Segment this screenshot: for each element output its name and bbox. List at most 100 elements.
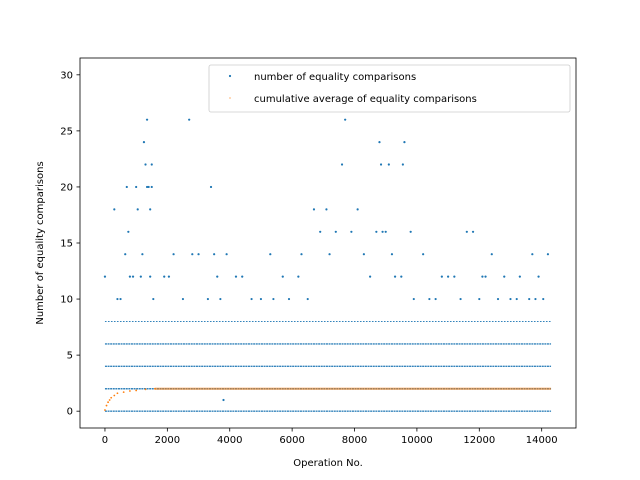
series-1-point (387, 163, 390, 166)
series-1-point (219, 297, 222, 301)
series-1-point (136, 208, 139, 211)
series-1-point (312, 208, 316, 211)
series-1-point (484, 275, 487, 278)
x-axis-label: Operation No. (293, 458, 363, 469)
series-1-point (150, 163, 153, 166)
series-1-point (139, 275, 142, 278)
series-1-point (150, 185, 153, 189)
series-1-point (459, 297, 462, 301)
y-tick-label: 5 (67, 351, 73, 362)
series-1-point (131, 275, 135, 278)
series-1-point (300, 253, 303, 256)
series-1-point (403, 140, 406, 144)
series-1-point (393, 275, 397, 278)
series-1-point (142, 140, 146, 144)
series-1-point (181, 297, 185, 301)
series-1-point (152, 297, 155, 301)
series-1-point (145, 185, 149, 189)
series-1-point (225, 253, 228, 256)
series-1-point (328, 253, 331, 256)
x-tick-label: 8000 (342, 435, 367, 446)
legend-box (208, 64, 571, 113)
series-1-point (434, 297, 437, 301)
series-2-point (108, 399, 111, 401)
series-1-point (379, 163, 383, 166)
series-1-point (412, 297, 415, 301)
series-1-point (259, 297, 263, 301)
series-1-point (409, 230, 412, 233)
x-tick-label: 12000 (463, 435, 495, 446)
series-1-point (128, 275, 132, 278)
legend-marker-series-1 (228, 74, 232, 78)
series-1-point (428, 297, 431, 301)
y-tick-label: 20 (60, 182, 73, 193)
series-1-point (147, 185, 150, 189)
series-2-point (110, 396, 113, 399)
legend-label-series-2: cumulative average of equality compariso… (254, 94, 477, 105)
series-1-point (167, 275, 171, 278)
series-1-point (481, 275, 484, 278)
series-2-point (122, 391, 125, 394)
series-layer (103, 118, 552, 412)
series-1-point (400, 275, 403, 278)
series-1-point (471, 230, 475, 233)
series-1-point (528, 297, 531, 301)
y-tick-label: 25 (60, 126, 73, 137)
series-1-point (362, 253, 365, 256)
series-1-point (241, 275, 244, 278)
series-1-point (509, 297, 512, 301)
series-1-point (422, 253, 425, 256)
series-1-point (306, 297, 309, 301)
series-2-point (116, 392, 119, 395)
series-1-point (401, 163, 404, 166)
series-2-point (153, 387, 156, 390)
series-1-point (103, 275, 107, 278)
series-1-point (163, 275, 166, 278)
series-2-point (144, 388, 147, 391)
y-tick-label: 10 (60, 295, 73, 306)
series-1-point (116, 297, 119, 301)
x-tick-label: 0 (102, 435, 108, 446)
series-1-point (490, 253, 493, 256)
series-1-point (124, 253, 127, 256)
x-tick-label: 10000 (401, 435, 433, 446)
legend-marker-series-2 (229, 97, 231, 99)
series-2-point (107, 401, 109, 404)
x-tick-label: 4000 (217, 435, 242, 446)
x-tick-label: 14000 (526, 435, 558, 446)
series-1-point (206, 297, 209, 301)
series-1-point (440, 275, 443, 278)
series-1-point (191, 253, 194, 256)
series-1-point (496, 297, 500, 301)
series-2-point (105, 404, 108, 407)
y-tick-label: 15 (60, 239, 73, 250)
legend-label-series-1: number of equality comparisons (254, 72, 416, 83)
series-1-point (381, 230, 384, 233)
series-1-point (234, 275, 238, 278)
series-1-point (534, 297, 537, 301)
series-1-point (325, 208, 328, 211)
series-2-point (135, 389, 138, 392)
y-axis: 0 5 10 15 20 25 30 (60, 70, 80, 418)
series-1-point (465, 230, 468, 233)
series-1-point (369, 275, 372, 278)
series-1-point (390, 253, 394, 256)
series-1-point (384, 230, 387, 233)
y-tick-label: 0 (67, 407, 73, 418)
series-1-point (127, 230, 130, 233)
x-tick-label: 2000 (155, 435, 180, 446)
series-1-point (250, 297, 253, 301)
series-1-point (125, 185, 128, 189)
series-1-point (378, 140, 381, 144)
series-1-point (478, 297, 481, 301)
series-1-point (113, 208, 116, 211)
series-1-point (213, 253, 216, 256)
y-tick-label: 30 (60, 70, 73, 81)
series-1-point (272, 297, 275, 301)
x-axis: 0 2000 4000 6000 8000 10000 12000 14000 (102, 428, 558, 446)
series-1-point (281, 275, 284, 278)
series-1-point (119, 297, 122, 301)
series-1-point (135, 185, 138, 189)
series-1-point (172, 253, 175, 256)
